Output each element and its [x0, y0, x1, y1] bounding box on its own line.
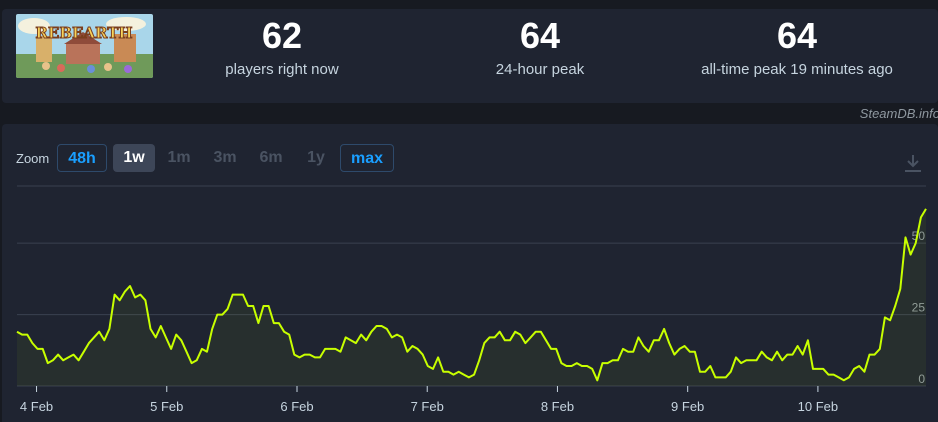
- series-line[interactable]: [16, 208, 927, 382]
- stat-current-players: 62 players right now: [182, 0, 382, 94]
- 24h-peak-value: 64: [519, 15, 561, 56]
- steamdb-credit[interactable]: SteamDB.info: [859, 106, 938, 121]
- y-tick-label: 0: [918, 372, 925, 386]
- stat-all-time-peak: 64 all-time peak 19 minutes ago: [677, 0, 917, 94]
- x-tick-label: 8 Feb: [541, 399, 574, 414]
- zoom-1w-button[interactable]: 1w: [113, 144, 155, 172]
- download-icon[interactable]: [902, 152, 924, 174]
- chart-panel: [2, 124, 938, 422]
- x-tick-label: 7 Feb: [411, 399, 444, 414]
- zoom-label: Zoom: [16, 151, 50, 166]
- x-tick-label: 5 Feb: [150, 399, 183, 414]
- all-time-peak-label: all-time peak 19 minutes ago: [701, 61, 893, 78]
- zoom-6m-button: 6m: [259, 149, 283, 166]
- y-tick-label: 25: [912, 301, 926, 315]
- zoom-3m-button: 3m: [213, 149, 237, 166]
- player-count-chart[interactable]: 0 25 50 4 Feb 5 Feb 6 Feb 7 Feb 8 Feb 9 Feb 10 Fe…: [0, 180, 938, 422]
- x-tick-label: 4 Feb: [20, 399, 53, 414]
- game-title-art: REBEARTH: [35, 24, 132, 42]
- x-tick-label: 6 Feb: [280, 399, 313, 414]
- zoom-1y-button: 1y: [307, 149, 325, 166]
- game-thumbnail[interactable]: REBEARTH: [16, 14, 153, 78]
- x-tick-label: 9 Feb: [671, 399, 704, 414]
- 24h-peak-label: 24-hour peak: [495, 61, 585, 78]
- y-tick-label: 50: [912, 229, 926, 243]
- current-players-value: 62: [261, 15, 303, 56]
- x-tick-label: 10 Feb: [798, 399, 838, 414]
- zoom-1m-button: 1m: [167, 149, 191, 166]
- stats-bar: [2, 9, 938, 103]
- zoom-48h-button[interactable]: 48h: [57, 144, 107, 172]
- all-time-peak-value: 64: [776, 15, 818, 56]
- series-area: [17, 208, 926, 386]
- current-players-label: players right now: [225, 61, 339, 78]
- zoom-max-button[interactable]: max: [340, 144, 394, 172]
- stat-24h-peak: 64 24-hour peak: [440, 0, 640, 94]
- game-art: REBEARTH: [16, 14, 153, 78]
